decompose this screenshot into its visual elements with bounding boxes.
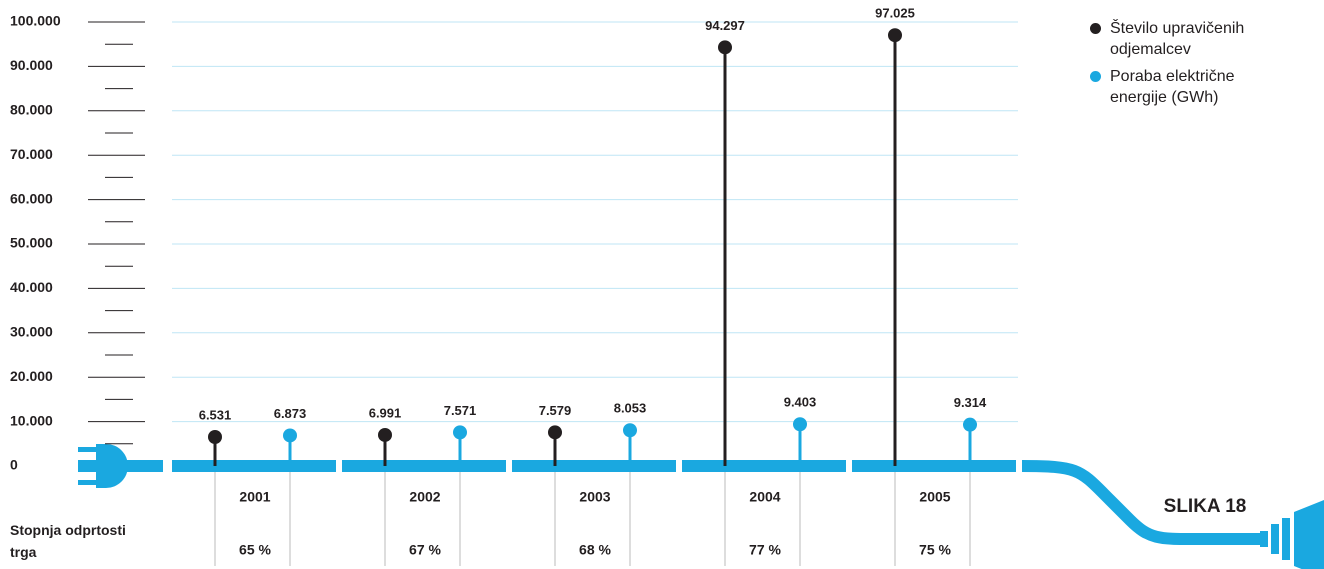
y-tick-label: 10.000 [10, 412, 53, 428]
openness-label: 65 % [239, 542, 271, 558]
plug-pin [78, 447, 98, 452]
y-tick-label: 100.000 [10, 13, 61, 29]
figure-label: SLIKA 18 [1164, 496, 1247, 517]
legend-text: Poraba električne energije (GWh) [1110, 68, 1235, 106]
legend-text: Število upravičenih odjemalcev [1110, 20, 1245, 58]
category-label: 2002 [409, 489, 440, 505]
legend-item: Število upravičenih odjemalcev [1090, 18, 1280, 60]
cable-segment [682, 460, 846, 472]
legend-marker [1090, 71, 1101, 82]
y-tick-label: 40.000 [10, 279, 53, 295]
dot [453, 425, 467, 440]
dot [283, 428, 297, 443]
y-tick-label: 90.000 [10, 57, 53, 73]
value-label: 8.053 [614, 401, 647, 416]
value-label: 7.571 [444, 403, 477, 418]
y-tick-label: 20.000 [10, 368, 53, 384]
legend-marker [1090, 23, 1101, 34]
openness-label: 67 % [409, 542, 441, 558]
value-label: 9.403 [784, 395, 817, 410]
value-label: 6.991 [369, 405, 402, 420]
y-tick-label: 30.000 [10, 324, 53, 340]
cable-right [1021, 460, 1260, 546]
socket [1282, 518, 1290, 560]
openness-title: Stopnja odprtosti trga [10, 522, 126, 560]
category-label: 2005 [919, 489, 950, 505]
value-label: 6.873 [274, 406, 307, 421]
decor [78, 444, 1324, 569]
legend-item: Poraba električne energije (GWh) [1090, 66, 1280, 108]
cable-segment [512, 460, 676, 472]
socket [1294, 500, 1324, 569]
plug [96, 444, 128, 488]
category-label: 2001 [239, 489, 270, 505]
dot [378, 427, 392, 442]
socket [1260, 531, 1268, 547]
category-label: 2003 [579, 489, 610, 505]
y-tick-label: 70.000 [10, 146, 53, 162]
dot [623, 423, 637, 438]
dot [793, 417, 807, 432]
openness-label: 75 % [919, 542, 951, 558]
openness-label: 68 % [579, 542, 611, 558]
value-label: 97.025 [875, 6, 915, 21]
value-label: 94.297 [705, 18, 745, 33]
y-tick-label: 60.000 [10, 190, 53, 206]
plug-pin [78, 480, 98, 485]
y-tick-label: 0 [10, 457, 18, 473]
value-label: 7.579 [539, 403, 572, 418]
y-tick-label: 80.000 [10, 102, 53, 118]
value-label: 9.314 [954, 395, 987, 410]
dot [548, 425, 562, 440]
dot [718, 40, 732, 55]
openness-label: 77 % [749, 542, 781, 558]
legend: Število upravičenih odjemalcev Poraba ele… [1090, 18, 1324, 114]
category-label: 2004 [749, 489, 780, 505]
y-tick-label: 50.000 [10, 235, 53, 251]
socket [1271, 524, 1279, 554]
dot [888, 28, 902, 43]
value-label: 6.531 [199, 407, 232, 422]
dot [963, 417, 977, 432]
cable-segment [342, 460, 506, 472]
cable-segment [852, 460, 1016, 472]
cable-segment [172, 460, 336, 472]
dot [208, 430, 222, 445]
